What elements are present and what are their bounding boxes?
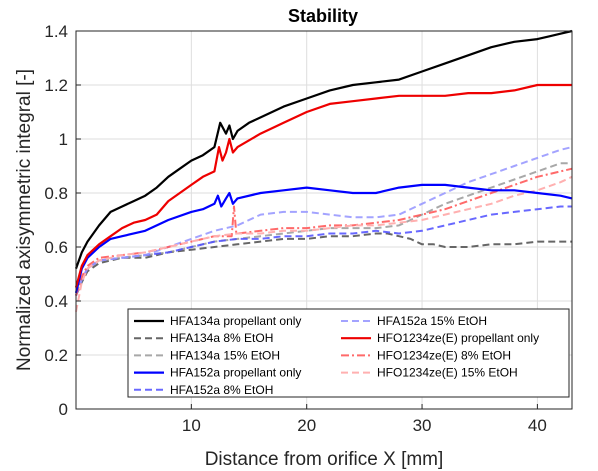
- y-tick-label-7: 1.4: [44, 22, 68, 41]
- series-line-8: [75, 175, 573, 312]
- series-line-5: [75, 146, 573, 296]
- x-tick-label-0: 10: [182, 416, 201, 435]
- y-axis-label: Normalized axisymmetric integral [-]: [14, 69, 35, 371]
- legend-box: [127, 308, 570, 398]
- y-tick-label-4: 0.8: [44, 184, 68, 203]
- legend-label-3: HFA152a propellant only: [170, 366, 301, 380]
- x-axis-ticks: 10 20 30 40: [182, 404, 547, 435]
- legend-label-1: HFA134a 8% EtOH: [170, 331, 273, 345]
- legend: HFA134a propellant only HFA134a 8% EtOH HF…: [127, 308, 570, 398]
- y-tick-label-0: 0: [59, 400, 68, 419]
- series-line-6: [74, 83, 572, 288]
- series-line-2: [75, 162, 572, 294]
- legend-label-2: HFA134a 15% EtOH: [170, 348, 280, 362]
- y-axis-ticks: 0 0.2 0.4 0.6 0.8 1 1.2 1.4: [44, 22, 81, 419]
- x-axis-label: Distance from orifice X [mm]: [205, 449, 444, 470]
- y-tick-label-3: 0.6: [44, 238, 68, 257]
- y-tick-label-2: 0.4: [44, 292, 68, 311]
- x-tick-label-3: 40: [528, 416, 547, 435]
- legend-label-0: HFA134a propellant only: [170, 314, 301, 328]
- x-tick-label-1: 20: [297, 416, 316, 435]
- series-layer: [74, 29, 573, 312]
- y-tick-label-5: 1: [59, 130, 68, 149]
- series-line-3: [74, 183, 573, 294]
- chart-title: Stability: [288, 6, 358, 26]
- legend-label-6: HFO1234ze(E) propellant only: [377, 331, 539, 345]
- series-line-0: [74, 29, 573, 269]
- legend-label-5: HFA152a 15% EtOH: [377, 314, 487, 328]
- plot-frame: [75, 30, 573, 410]
- x-tick-label-2: 30: [413, 416, 432, 435]
- legend-label-7: HFO1234ze(E) 8% EtOH: [377, 348, 511, 362]
- legend-label-4: HFA152a 8% EtOH: [170, 383, 273, 397]
- legend-label-8: HFO1234ze(E) 15% EtOH: [377, 366, 518, 380]
- y-tick-label-1: 0.2: [44, 346, 68, 365]
- y-tick-label-6: 1.2: [44, 76, 68, 95]
